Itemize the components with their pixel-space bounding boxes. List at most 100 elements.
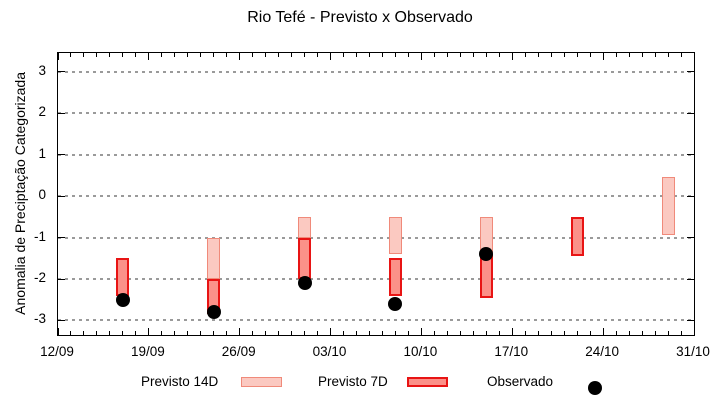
observed-dot	[206, 305, 221, 320]
range-bar-previsto7	[388, 258, 402, 296]
x-tick-minor	[615, 53, 617, 57]
x-tick-minor	[394, 331, 396, 335]
x-tick-minor	[109, 53, 111, 57]
x-tick-minor	[122, 331, 124, 335]
x-tick-minor	[291, 53, 293, 57]
x-tick-minor	[174, 331, 176, 335]
legend-swatch-previsto14-icon	[241, 377, 282, 387]
x-tick-label: 10/10	[403, 344, 438, 359]
y-tick-label: 0	[38, 187, 46, 203]
gridline	[58, 195, 694, 198]
x-tick-major	[693, 328, 695, 335]
range-bar-previsto14	[388, 216, 402, 255]
x-tick-minor	[576, 331, 578, 335]
x-tick-minor	[135, 53, 137, 57]
x-tick-minor	[278, 53, 280, 57]
x-tick-label: 19/09	[130, 344, 165, 359]
x-tick-minor	[589, 53, 591, 57]
x-tick-minor	[265, 331, 267, 335]
gridline	[58, 319, 694, 322]
y-tick-major	[58, 154, 65, 156]
y-tick-major	[58, 319, 65, 321]
x-tick-label: 26/09	[221, 344, 256, 359]
x-tick-major	[239, 328, 241, 335]
range-bar-previsto7	[570, 216, 584, 257]
x-tick-label: 12/09	[40, 344, 74, 359]
x-tick-minor	[641, 331, 643, 335]
x-tick-minor	[356, 53, 358, 57]
observed-dot	[297, 276, 312, 291]
y-tick-major	[58, 112, 65, 114]
y-tick-label: -2	[33, 270, 46, 285]
legend-swatch-previsto7-icon	[407, 377, 448, 387]
x-tick-minor	[96, 53, 98, 57]
x-tick-minor	[576, 53, 578, 57]
range-bar-previsto7	[116, 258, 130, 296]
y-tick-major	[687, 195, 694, 197]
x-tick-minor	[524, 331, 526, 335]
x-tick-label: 24/10	[585, 344, 620, 359]
y-tick-major	[58, 71, 65, 73]
y-tick-label: -1	[33, 228, 46, 244]
y-tick-major	[687, 319, 694, 321]
gridline	[58, 236, 694, 239]
x-tick-minor	[394, 53, 396, 57]
range-bar-previsto7	[298, 237, 312, 279]
x-tick-label: 03/10	[312, 344, 347, 359]
plot-area	[57, 52, 695, 336]
x-tick-minor	[252, 331, 254, 335]
x-tick-minor	[472, 331, 474, 335]
x-tick-minor	[122, 53, 124, 57]
y-tick-major	[687, 278, 694, 280]
x-tick-minor	[667, 331, 669, 335]
observed-dot	[388, 296, 403, 311]
x-tick-major	[57, 53, 59, 60]
x-tick-minor	[213, 53, 215, 57]
x-tick-minor	[654, 53, 656, 57]
x-tick-minor	[537, 53, 539, 57]
legend-label-previsto14: Previsto 14D	[141, 374, 219, 389]
x-tick-minor	[252, 53, 254, 57]
x-tick-minor	[550, 53, 552, 57]
x-tick-minor	[485, 53, 487, 57]
x-tick-major	[57, 328, 59, 335]
x-tick-minor	[563, 331, 565, 335]
gridline	[58, 278, 694, 280]
range-bar-previsto14	[207, 237, 221, 279]
x-tick-minor	[83, 53, 85, 57]
x-tick-minor	[680, 53, 682, 57]
y-tick-major	[687, 154, 694, 156]
x-tick-major	[420, 328, 422, 335]
x-tick-minor	[369, 331, 370, 335]
x-tick-major	[511, 53, 513, 60]
x-tick-minor	[70, 331, 72, 335]
x-tick-major	[693, 53, 695, 60]
x-tick-minor	[278, 331, 280, 335]
x-tick-minor	[226, 53, 228, 57]
x-tick-minor	[615, 331, 617, 335]
x-tick-minor	[161, 331, 163, 335]
legend-observado-marker-icon	[588, 381, 602, 395]
x-tick-minor	[407, 331, 409, 335]
range-bar-previsto14	[661, 177, 675, 236]
x-tick-minor	[317, 53, 319, 57]
x-tick-minor	[356, 331, 358, 335]
x-tick-minor	[433, 53, 435, 57]
x-tick-minor	[135, 331, 137, 335]
x-tick-minor	[187, 53, 189, 57]
x-tick-minor	[433, 331, 435, 335]
x-tick-minor	[213, 331, 215, 335]
x-tick-major	[148, 328, 150, 335]
y-tick-label: 3	[38, 62, 46, 78]
y-tick-major	[687, 237, 694, 239]
x-tick-minor	[446, 331, 448, 335]
range-bar-previsto14	[298, 216, 312, 238]
x-tick-minor	[161, 53, 163, 57]
x-tick-minor	[667, 53, 669, 57]
x-tick-minor	[200, 53, 202, 57]
legend-label-observado: Observado	[487, 374, 554, 389]
x-tick-minor	[343, 53, 345, 57]
gridline	[58, 112, 694, 115]
x-tick-label: 31/10	[676, 344, 710, 359]
